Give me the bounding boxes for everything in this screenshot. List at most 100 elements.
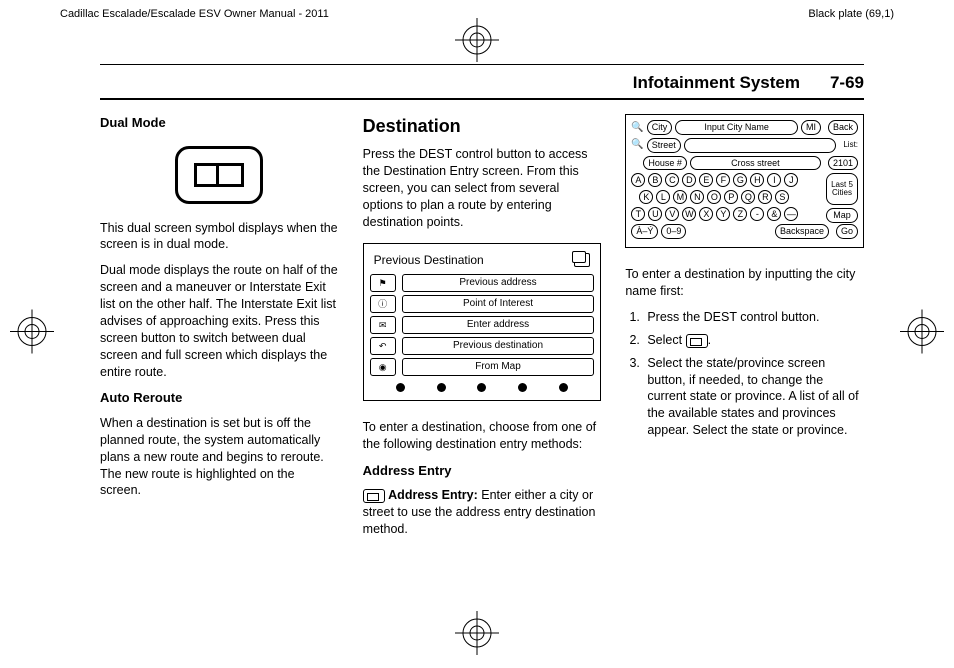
key: Y [716,207,730,221]
previous-destination-screen: Previous Destination ⚑ Previous address ⓘ… [363,243,602,401]
key: V [665,207,679,221]
page-frame: Infotainment System 7-69 Dual Mode This … [100,64,864,547]
key: E [699,173,713,187]
section-title: Infotainment System [633,73,800,93]
step-3: Select the state/province screen button,… [643,355,864,439]
dual-mode-p1: This dual screen symbol displays when th… [100,220,339,254]
destination-heading: Destination [363,114,602,138]
street-button: Street [647,138,681,153]
key: M [673,190,687,204]
pd-label: Point of Interest [402,295,595,313]
pd-dots [370,379,595,392]
key: Q [741,190,755,204]
key: F [716,173,730,187]
key: T [631,207,645,221]
list-count: 2101 [828,156,858,171]
key: — [784,207,798,221]
auto-reroute-p: When a destination is set but is off the… [100,415,339,499]
input-city-field: Input City Name [675,120,798,135]
manual-title: Cadillac Escalade/Escalade ESV Owner Man… [60,8,329,20]
street-field [684,138,837,153]
search-icon: 🔍 [631,121,643,135]
pd-row: ⓘ Point of Interest [370,295,595,313]
step-2: Select . [643,332,864,349]
key: B [648,173,662,187]
list-label: List: [843,140,858,151]
column-1: Dual Mode This dual screen symbol displa… [100,114,339,547]
numbers-button: 0–9 [661,224,686,239]
address-entry-label: Address Entry: [388,488,478,502]
pd-label: From Map [402,358,595,376]
key: D [682,173,696,187]
key: C [665,173,679,187]
key: P [724,190,738,204]
copy-icon [574,253,590,267]
state-button: MI [801,120,821,135]
prev-dest-title: Previous Destination [374,252,484,268]
key: G [733,173,747,187]
pd-label: Previous address [402,274,595,292]
key: - [750,207,764,221]
key: & [767,207,781,221]
info-icon: ⓘ [370,295,396,313]
kb-row-3: TUVWXYZ-&— [631,207,823,221]
destination-p1: Press the DEST control button to access … [363,146,602,230]
pd-label: Previous destination [402,337,595,355]
back-button: Back [828,120,858,135]
registration-mark-top [455,18,499,62]
pd-row: ↶ Previous destination [370,337,595,355]
section-header: Infotainment System 7-69 [100,73,864,100]
dual-mode-p2: Dual mode displays the route on half of … [100,262,339,380]
key: L [656,190,670,204]
key: J [784,173,798,187]
key: H [750,173,764,187]
key: O [707,190,721,204]
address-entry-p: Address Entry: Enter either a city or st… [363,487,602,538]
page-number: 7-69 [830,73,864,93]
map-button: Map [826,208,858,223]
registration-mark-right [900,310,944,359]
key: N [690,190,704,204]
key: A [631,173,645,187]
key: U [648,207,662,221]
steps-list: Press the DEST control button. Select . … [625,309,864,439]
address-entry-icon [363,489,385,503]
backspace-button: Backspace [775,224,829,239]
enter-city-p: To enter a destination by inputting the … [625,266,864,300]
key: I [767,173,781,187]
target-icon: ◉ [370,358,396,376]
envelope-icon: ✉ [370,316,396,334]
registration-mark-bottom [455,611,499,660]
key: Z [733,207,747,221]
search-icon: 🔍 [631,138,643,152]
back-icon: ↶ [370,337,396,355]
keyboard-screen: 🔍 City Input City Name MI Back 🔍 Street … [625,114,864,248]
cross-street-button: Cross street [690,156,821,171]
kb-row-1: ABCDEFGHIJ [631,173,823,187]
plate-info: Black plate (69,1) [808,8,894,20]
accent-button: À–Ý [631,224,658,239]
key: X [699,207,713,221]
address-entry-icon [686,334,708,348]
city-button: City [647,120,673,135]
key: W [682,207,696,221]
last5-button: Last 5 Cities [826,173,858,205]
address-entry-heading: Address Entry [363,462,602,480]
kb-row-2: KLMNOPQRS [631,190,823,204]
go-button: Go [836,224,858,239]
enter-dest-p: To enter a destination, choose from one … [363,419,602,453]
registration-mark-left [10,310,54,359]
key: R [758,190,772,204]
column-2: Destination Press the DEST control butto… [363,114,602,547]
key: S [775,190,789,204]
dual-mode-heading: Dual Mode [100,114,339,132]
flag-icon: ⚑ [370,274,396,292]
key: K [639,190,653,204]
house-button: House # [643,156,687,171]
pd-row: ✉ Enter address [370,316,595,334]
auto-reroute-heading: Auto Reroute [100,389,339,407]
pd-row: ◉ From Map [370,358,595,376]
pd-row: ⚑ Previous address [370,274,595,292]
pd-label: Enter address [402,316,595,334]
step-1: Press the DEST control button. [643,309,864,326]
